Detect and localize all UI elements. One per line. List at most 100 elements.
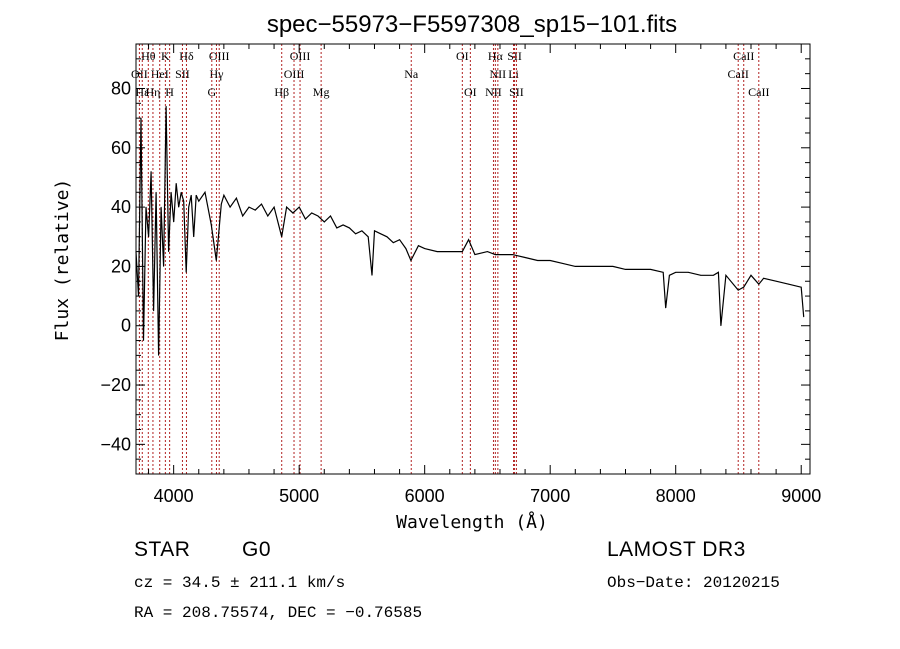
data-point [599, 266, 601, 267]
data-point [254, 209, 256, 211]
data-point [587, 266, 589, 267]
line-marker-label: CaII [733, 49, 754, 63]
y-tick-label: 60 [111, 138, 131, 158]
spectrum-series [135, 105, 805, 356]
data-point [775, 280, 777, 282]
data-point [215, 260, 217, 261]
data-point [650, 268, 651, 270]
chart-title: spec−55973−F5597308_sp15−101.fits [267, 11, 677, 38]
line-marker-label: OI [456, 49, 469, 63]
data-point [574, 266, 576, 267]
x-tick-label: 4000 [154, 486, 194, 506]
data-point [168, 251, 170, 252]
data-point [286, 206, 288, 208]
data-point [449, 251, 451, 252]
data-point [178, 206, 180, 208]
data-point [195, 194, 197, 196]
line-marker-label: Hβ [274, 85, 289, 99]
data-point [330, 215, 331, 217]
data-point [220, 203, 222, 205]
data-point [499, 254, 501, 255]
line-marker-label: H [165, 85, 174, 99]
data-point [155, 191, 157, 193]
data-point [637, 268, 639, 270]
line-marker-label: Hδ [179, 49, 194, 63]
data-point [158, 354, 159, 356]
data-point [298, 206, 300, 208]
line-marker-label: Mg [313, 85, 330, 99]
data-point [625, 268, 626, 270]
data-point [348, 227, 350, 229]
data-point [468, 239, 470, 241]
plot-frame [135, 43, 811, 475]
line-marker-label: Li [508, 67, 519, 81]
data-point [675, 271, 677, 273]
line-marker-label: SII [175, 67, 190, 81]
data-point [562, 263, 564, 264]
data-point [386, 236, 388, 238]
data-point [180, 191, 182, 193]
line-marker-label: OIII [290, 49, 311, 63]
line-marker-label: Hα [488, 49, 504, 63]
redshift-text: cz = 34.5 ± 211.1 km/s [134, 574, 346, 592]
data-point [188, 206, 190, 208]
data-point [160, 206, 162, 208]
data-point [261, 203, 262, 205]
data-point [665, 307, 667, 309]
y-tick-label: 20 [111, 256, 131, 276]
data-point [725, 274, 727, 276]
data-point [662, 271, 664, 273]
data-point [143, 340, 144, 341]
data-point [342, 224, 344, 226]
data-point [461, 251, 463, 252]
data-point [273, 206, 275, 208]
data-point [193, 236, 195, 238]
line-marker-label: G [207, 85, 216, 99]
data-point [399, 239, 400, 241]
data-point [418, 245, 419, 247]
line-marker-label: Na [404, 67, 419, 81]
data-point [371, 274, 373, 276]
data-point [392, 242, 394, 244]
data-point [355, 233, 357, 235]
data-point [750, 274, 752, 276]
data-point [788, 283, 790, 285]
data-point [758, 283, 760, 285]
data-point [380, 233, 382, 235]
data-point [524, 257, 526, 258]
data-point [148, 236, 149, 238]
data-point [317, 215, 319, 217]
data-point [700, 274, 702, 276]
data-point [145, 206, 147, 208]
y-tick-label: 40 [111, 197, 131, 217]
data-point [361, 230, 363, 232]
data-point [204, 191, 206, 193]
data-point [512, 254, 513, 255]
x-tick-label: 7000 [530, 486, 570, 506]
data-point [292, 212, 294, 214]
data-point [150, 171, 152, 172]
y-axis-label: Flux (relative) [52, 179, 73, 342]
x-tick-label: 6000 [405, 486, 445, 506]
data-point [281, 236, 283, 238]
data-point [163, 266, 165, 267]
data-point [717, 271, 719, 273]
data-point [410, 260, 412, 261]
x-tick-label: 8000 [656, 486, 696, 506]
data-point [494, 254, 496, 255]
axes: 4000 5000 6000 7000 8000 9000 −40 −20 0 20 40 60 80 [100, 44, 821, 506]
data-point [170, 191, 172, 193]
data-point [336, 227, 338, 229]
data-point [763, 277, 764, 279]
data-point [743, 286, 745, 288]
data-point [190, 194, 192, 196]
data-point [612, 266, 614, 267]
data-point [737, 289, 739, 291]
data-point [374, 230, 375, 232]
line-marker-label: CaII [748, 85, 769, 99]
line-marker-label: CaII [728, 67, 749, 81]
data-point [229, 206, 231, 208]
line-marker-label: NII [485, 85, 502, 99]
data-point [487, 251, 488, 252]
survey-name: LAMOST DR3 [607, 538, 746, 561]
